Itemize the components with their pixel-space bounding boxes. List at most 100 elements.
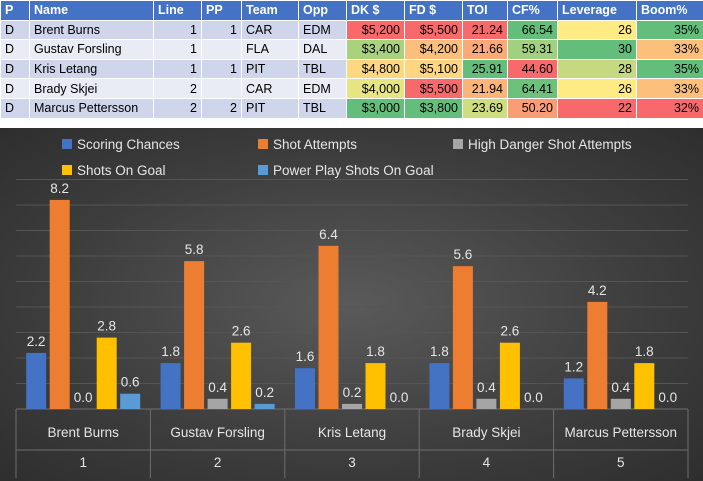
column-header: CF% <box>507 0 558 21</box>
table-cell: 26 <box>557 19 637 41</box>
table-cell: 33% <box>636 78 703 99</box>
legend-swatch <box>258 139 268 149</box>
data-label: 0.6 <box>121 375 140 390</box>
table-cell: 1 <box>201 58 242 80</box>
data-label: 8.2 <box>50 181 69 196</box>
table-cell: 50.20 <box>507 97 558 119</box>
data-label: 2.6 <box>232 324 251 339</box>
column-header: FD $ <box>404 0 463 21</box>
data-label: 2.8 <box>97 319 116 334</box>
table-row: D Gustav Forsling 1 FLA DAL $3,400 $4,200 21.66… <box>0 39 703 60</box>
data-label: 4.2 <box>588 283 607 298</box>
legend-label: Shots On Goal <box>77 163 166 178</box>
bar <box>563 378 584 409</box>
data-label: 6.4 <box>319 227 338 242</box>
bar <box>342 403 362 409</box>
bar <box>610 398 631 409</box>
table-cell: 2 <box>201 97 242 119</box>
bar <box>254 403 275 409</box>
table-cell: EDM <box>298 78 347 99</box>
table-row: D Brent Burns 1 1 CAR EDM $5,200 $5,500 21.24 66.… <box>0 19 703 41</box>
table-cell: $4,200 <box>404 39 463 60</box>
data-label: 5.6 <box>454 247 473 262</box>
table-cell: 21.66 <box>462 39 508 60</box>
table-cell: 66.54 <box>507 19 558 41</box>
table-cell: Marcus Pettersson <box>29 97 154 119</box>
table-cell: 1 <box>153 58 202 80</box>
table-cell: $4,000 <box>346 78 405 99</box>
table-cell: Brent Burns <box>29 19 154 41</box>
data-label: 0.4 <box>611 380 630 395</box>
table-cell: 1 <box>153 39 202 60</box>
bar <box>499 342 520 409</box>
column-header: PP <box>201 0 242 21</box>
data-label: 1.8 <box>366 344 385 359</box>
table-cell: 25.91 <box>462 58 508 80</box>
bar <box>365 363 386 409</box>
category-label: Kris Letang <box>318 425 386 440</box>
chart-area: Scoring Chances Shot Attempts High Danger … <box>0 128 703 481</box>
table-cell: 32% <box>636 97 703 119</box>
table-cell: 59.31 <box>507 39 558 60</box>
legend-label: Shot Attempts <box>273 137 357 152</box>
table-cell: $4,800 <box>346 58 405 80</box>
table-cell: $3,400 <box>346 39 405 60</box>
table-cell: 35% <box>636 19 703 41</box>
bar <box>96 337 117 409</box>
bar <box>120 393 141 409</box>
category-group-label: 4 <box>483 455 491 470</box>
table-cell: 1 <box>153 19 202 41</box>
table-cell: $3,800 <box>404 97 463 119</box>
bar <box>26 352 47 409</box>
category-label: Brent Burns <box>48 425 120 440</box>
legend-label: High Danger Shot Attempts <box>468 137 632 152</box>
table-cell: $5,500 <box>404 78 463 99</box>
table-cell: TBL <box>298 58 347 80</box>
column-header: Boom% <box>636 0 703 21</box>
table-cell: 30 <box>557 39 637 60</box>
table-cell: 21.94 <box>462 78 508 99</box>
table-cell: 35% <box>636 58 703 80</box>
legend-swatch <box>62 165 72 175</box>
legend-swatch <box>453 139 463 149</box>
table-cell: 44.60 <box>507 58 558 80</box>
table-header-row: P Name Line PP Team Opp DK $ FD $ TOI CF% Leverage… <box>0 0 703 21</box>
table-cell: 22 <box>557 97 637 119</box>
table-cell: PIT <box>241 97 299 119</box>
data-label: 5.8 <box>185 242 204 257</box>
table-cell: DAL <box>298 39 347 60</box>
bar <box>429 363 450 409</box>
bar <box>587 301 608 409</box>
player-table: P Name Line PP Team Opp DK $ FD $ TOI CF% Leverage… <box>0 0 703 119</box>
bar <box>231 342 252 409</box>
column-header: Leverage <box>557 0 637 21</box>
table-cell: $5,500 <box>404 19 463 41</box>
data-label: 2.6 <box>501 324 520 339</box>
bar <box>452 266 473 409</box>
data-label: 0.2 <box>343 385 362 400</box>
data-label: 0.0 <box>658 390 677 405</box>
data-label: 0.2 <box>255 385 274 400</box>
category-label: Gustav Forsling <box>170 425 265 440</box>
table-cell: D <box>0 19 30 41</box>
data-label: 0.0 <box>390 390 409 405</box>
category-label: Marcus Pettersson <box>565 425 678 440</box>
table-cell: PIT <box>241 58 299 80</box>
data-label: 0.4 <box>208 380 227 395</box>
table-cell: 2 <box>153 78 202 99</box>
table-cell: $5,200 <box>346 19 405 41</box>
bar <box>184 261 205 409</box>
table-cell: 2 <box>153 97 202 119</box>
column-header: P <box>0 0 30 21</box>
data-label: 1.8 <box>635 344 654 359</box>
column-header: Name <box>29 0 154 21</box>
data-label: 1.2 <box>564 359 583 374</box>
table-cell: 1 <box>201 19 242 41</box>
data-label: 0.0 <box>524 390 543 405</box>
data-label: 1.8 <box>430 344 449 359</box>
table-cell: EDM <box>298 19 347 41</box>
table-cell: 64.41 <box>507 78 558 99</box>
category-label: Brady Skjei <box>452 425 520 440</box>
legend-swatch <box>62 139 72 149</box>
column-header: DK $ <box>346 0 405 21</box>
